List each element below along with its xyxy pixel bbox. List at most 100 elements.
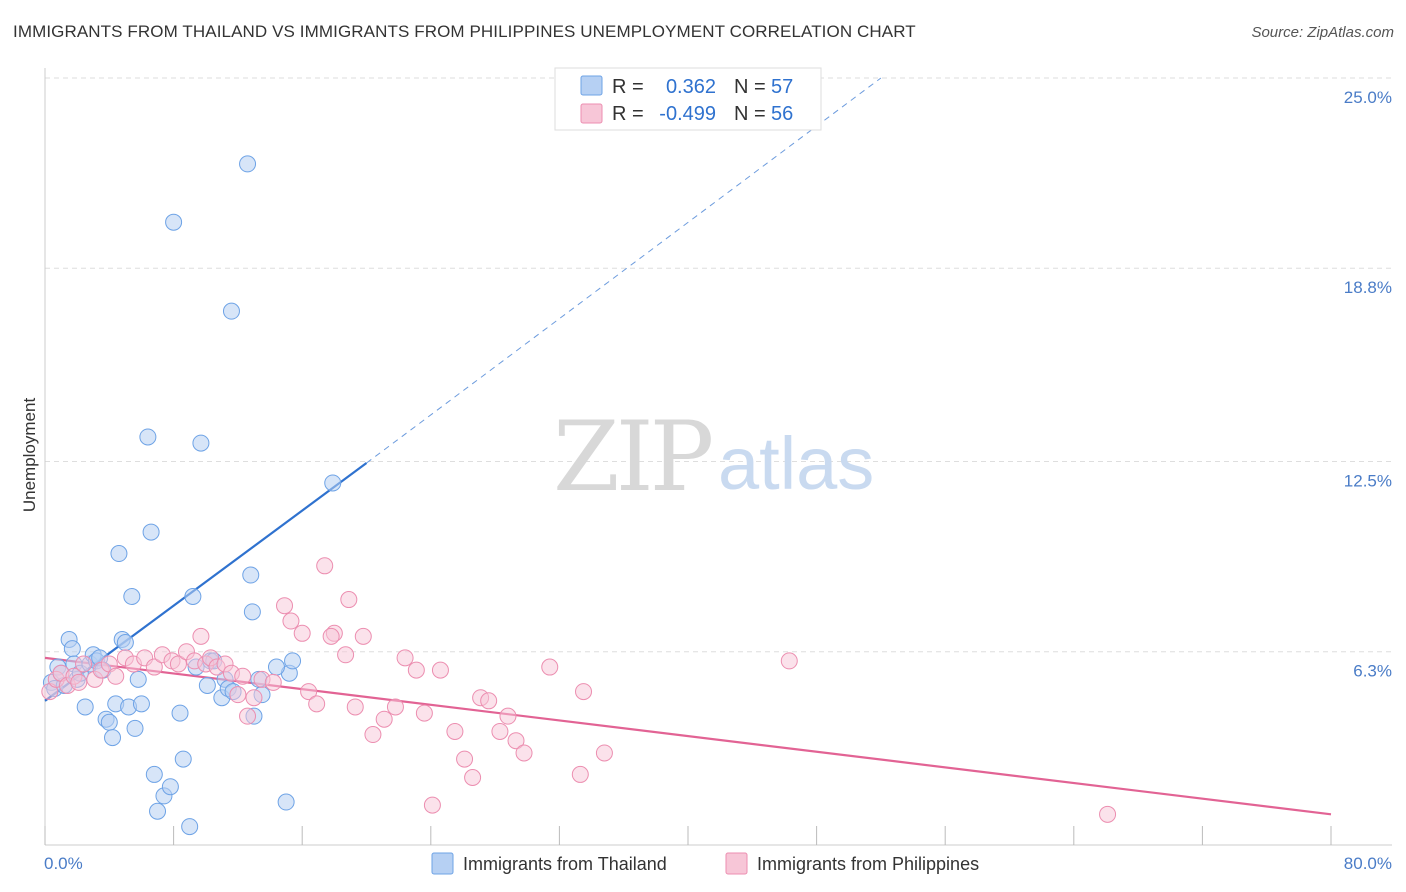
legend-r-label-philippines: R = bbox=[612, 103, 644, 125]
y-tick-label: 12.5% bbox=[1344, 472, 1392, 491]
data-point-philippines bbox=[264, 673, 282, 691]
legend-swatch-philippines bbox=[580, 103, 603, 124]
y-axis-title: Unemployment bbox=[20, 398, 39, 513]
watermark-atlas: atlas bbox=[718, 422, 874, 505]
data-point-philippines bbox=[575, 683, 593, 701]
data-point-philippines bbox=[595, 744, 613, 762]
data-point-philippines bbox=[229, 686, 247, 704]
data-point-philippines bbox=[780, 652, 798, 670]
data-point-thailand bbox=[165, 213, 183, 231]
data-point-thailand bbox=[142, 523, 160, 541]
data-point-thailand bbox=[104, 729, 122, 747]
data-point-philippines bbox=[308, 695, 326, 713]
data-point-philippines bbox=[491, 722, 509, 740]
x-tick-label-max: 80.0% bbox=[1344, 854, 1392, 873]
data-point-thailand bbox=[174, 750, 192, 768]
legend-r-value-thailand: 0.362 bbox=[666, 76, 716, 98]
data-point-philippines bbox=[293, 624, 311, 642]
data-point-thailand bbox=[132, 695, 150, 713]
data-point-thailand bbox=[192, 434, 210, 452]
data-point-philippines bbox=[75, 655, 93, 673]
data-point-philippines bbox=[364, 726, 382, 744]
bottom-legend-swatch-thailand bbox=[431, 852, 454, 875]
watermark-zip: ZIP bbox=[553, 401, 712, 513]
data-point-thailand bbox=[161, 778, 179, 796]
data-point-thailand bbox=[123, 587, 141, 605]
data-point-thailand bbox=[267, 658, 285, 676]
legend-swatch-thailand bbox=[580, 75, 603, 96]
data-point-philippines bbox=[239, 707, 257, 725]
data-point-thailand bbox=[145, 765, 163, 783]
data-point-philippines bbox=[423, 796, 441, 814]
data-point-philippines bbox=[456, 750, 474, 768]
data-point-philippines bbox=[480, 692, 498, 710]
data-point-thailand bbox=[242, 566, 260, 584]
y-tick-label: 25.0% bbox=[1344, 88, 1392, 107]
data-point-thailand bbox=[181, 818, 199, 836]
data-point-philippines bbox=[145, 658, 163, 676]
chart-source: Source: ZipAtlas.com bbox=[1251, 24, 1394, 41]
data-point-thailand bbox=[100, 713, 118, 731]
data-point-philippines bbox=[340, 591, 358, 609]
legend-n-value-thailand: 57 bbox=[771, 76, 793, 98]
data-point-thailand bbox=[239, 155, 257, 173]
legend-n-label-philippines: N = bbox=[734, 103, 766, 125]
data-point-thailand bbox=[171, 704, 189, 722]
data-point-thailand bbox=[126, 719, 144, 737]
data-point-philippines bbox=[446, 722, 464, 740]
y-tick-label: 6.3% bbox=[1353, 662, 1392, 681]
data-point-philippines bbox=[1099, 805, 1117, 823]
legend-n-label-thailand: N = bbox=[734, 76, 766, 98]
data-point-thailand bbox=[284, 652, 302, 670]
data-point-philippines bbox=[276, 597, 294, 615]
data-point-philippines bbox=[415, 704, 433, 722]
watermark: ZIP atlas bbox=[553, 401, 874, 513]
data-point-philippines bbox=[375, 710, 393, 728]
data-point-philippines bbox=[571, 765, 589, 783]
data-point-philippines bbox=[431, 661, 449, 679]
data-point-philippines bbox=[354, 627, 372, 645]
data-point-thailand bbox=[222, 302, 240, 320]
data-point-thailand bbox=[139, 428, 157, 446]
data-point-philippines bbox=[234, 667, 252, 685]
y-tick-label: 18.8% bbox=[1344, 278, 1392, 297]
data-point-thailand bbox=[63, 640, 81, 658]
data-point-philippines bbox=[515, 744, 533, 762]
legend-n-value-philippines: 56 bbox=[771, 103, 793, 125]
data-point-philippines bbox=[192, 627, 210, 645]
bottom-legend-label-thailand: Immigrants from Thailand bbox=[463, 854, 667, 874]
data-point-philippines bbox=[541, 658, 559, 676]
y-tick-labels: 6.3% 12.5% 18.8% 25.0% bbox=[1344, 88, 1392, 681]
data-point-philippines bbox=[322, 627, 340, 645]
legend-r-label-thailand: R = bbox=[612, 76, 644, 98]
data-point-philippines bbox=[386, 698, 404, 716]
data-point-philippines bbox=[507, 732, 525, 750]
data-point-thailand bbox=[129, 670, 147, 688]
data-point-philippines bbox=[282, 612, 300, 630]
data-point-philippines bbox=[169, 655, 187, 673]
data-point-philippines bbox=[407, 661, 425, 679]
legend-r-value-philippines: -0.499 bbox=[659, 103, 716, 125]
data-point-philippines bbox=[300, 683, 318, 701]
data-point-philippines bbox=[245, 689, 263, 707]
trendline-thailand-extension bbox=[366, 77, 882, 464]
data-point-philippines bbox=[107, 667, 125, 685]
x-tick-label-min: 0.0% bbox=[44, 854, 83, 873]
data-point-philippines bbox=[396, 649, 414, 667]
series-thailand-points bbox=[42, 155, 342, 836]
data-point-philippines bbox=[346, 698, 364, 716]
series-philippines-points bbox=[41, 557, 1117, 823]
axes bbox=[44, 68, 1392, 846]
data-point-philippines bbox=[70, 673, 88, 691]
data-point-thailand bbox=[76, 698, 94, 716]
data-point-thailand bbox=[277, 793, 295, 811]
data-point-thailand bbox=[184, 587, 202, 605]
bottom-legend-label-philippines: Immigrants from Philippines bbox=[757, 854, 979, 874]
data-point-thailand bbox=[149, 802, 167, 820]
data-point-philippines bbox=[499, 707, 517, 725]
data-point-thailand bbox=[324, 474, 342, 492]
data-point-philippines bbox=[316, 557, 334, 575]
chart-title: IMMIGRANTS FROM THAILAND VS IMMIGRANTS F… bbox=[13, 22, 916, 41]
data-point-thailand bbox=[243, 603, 261, 621]
